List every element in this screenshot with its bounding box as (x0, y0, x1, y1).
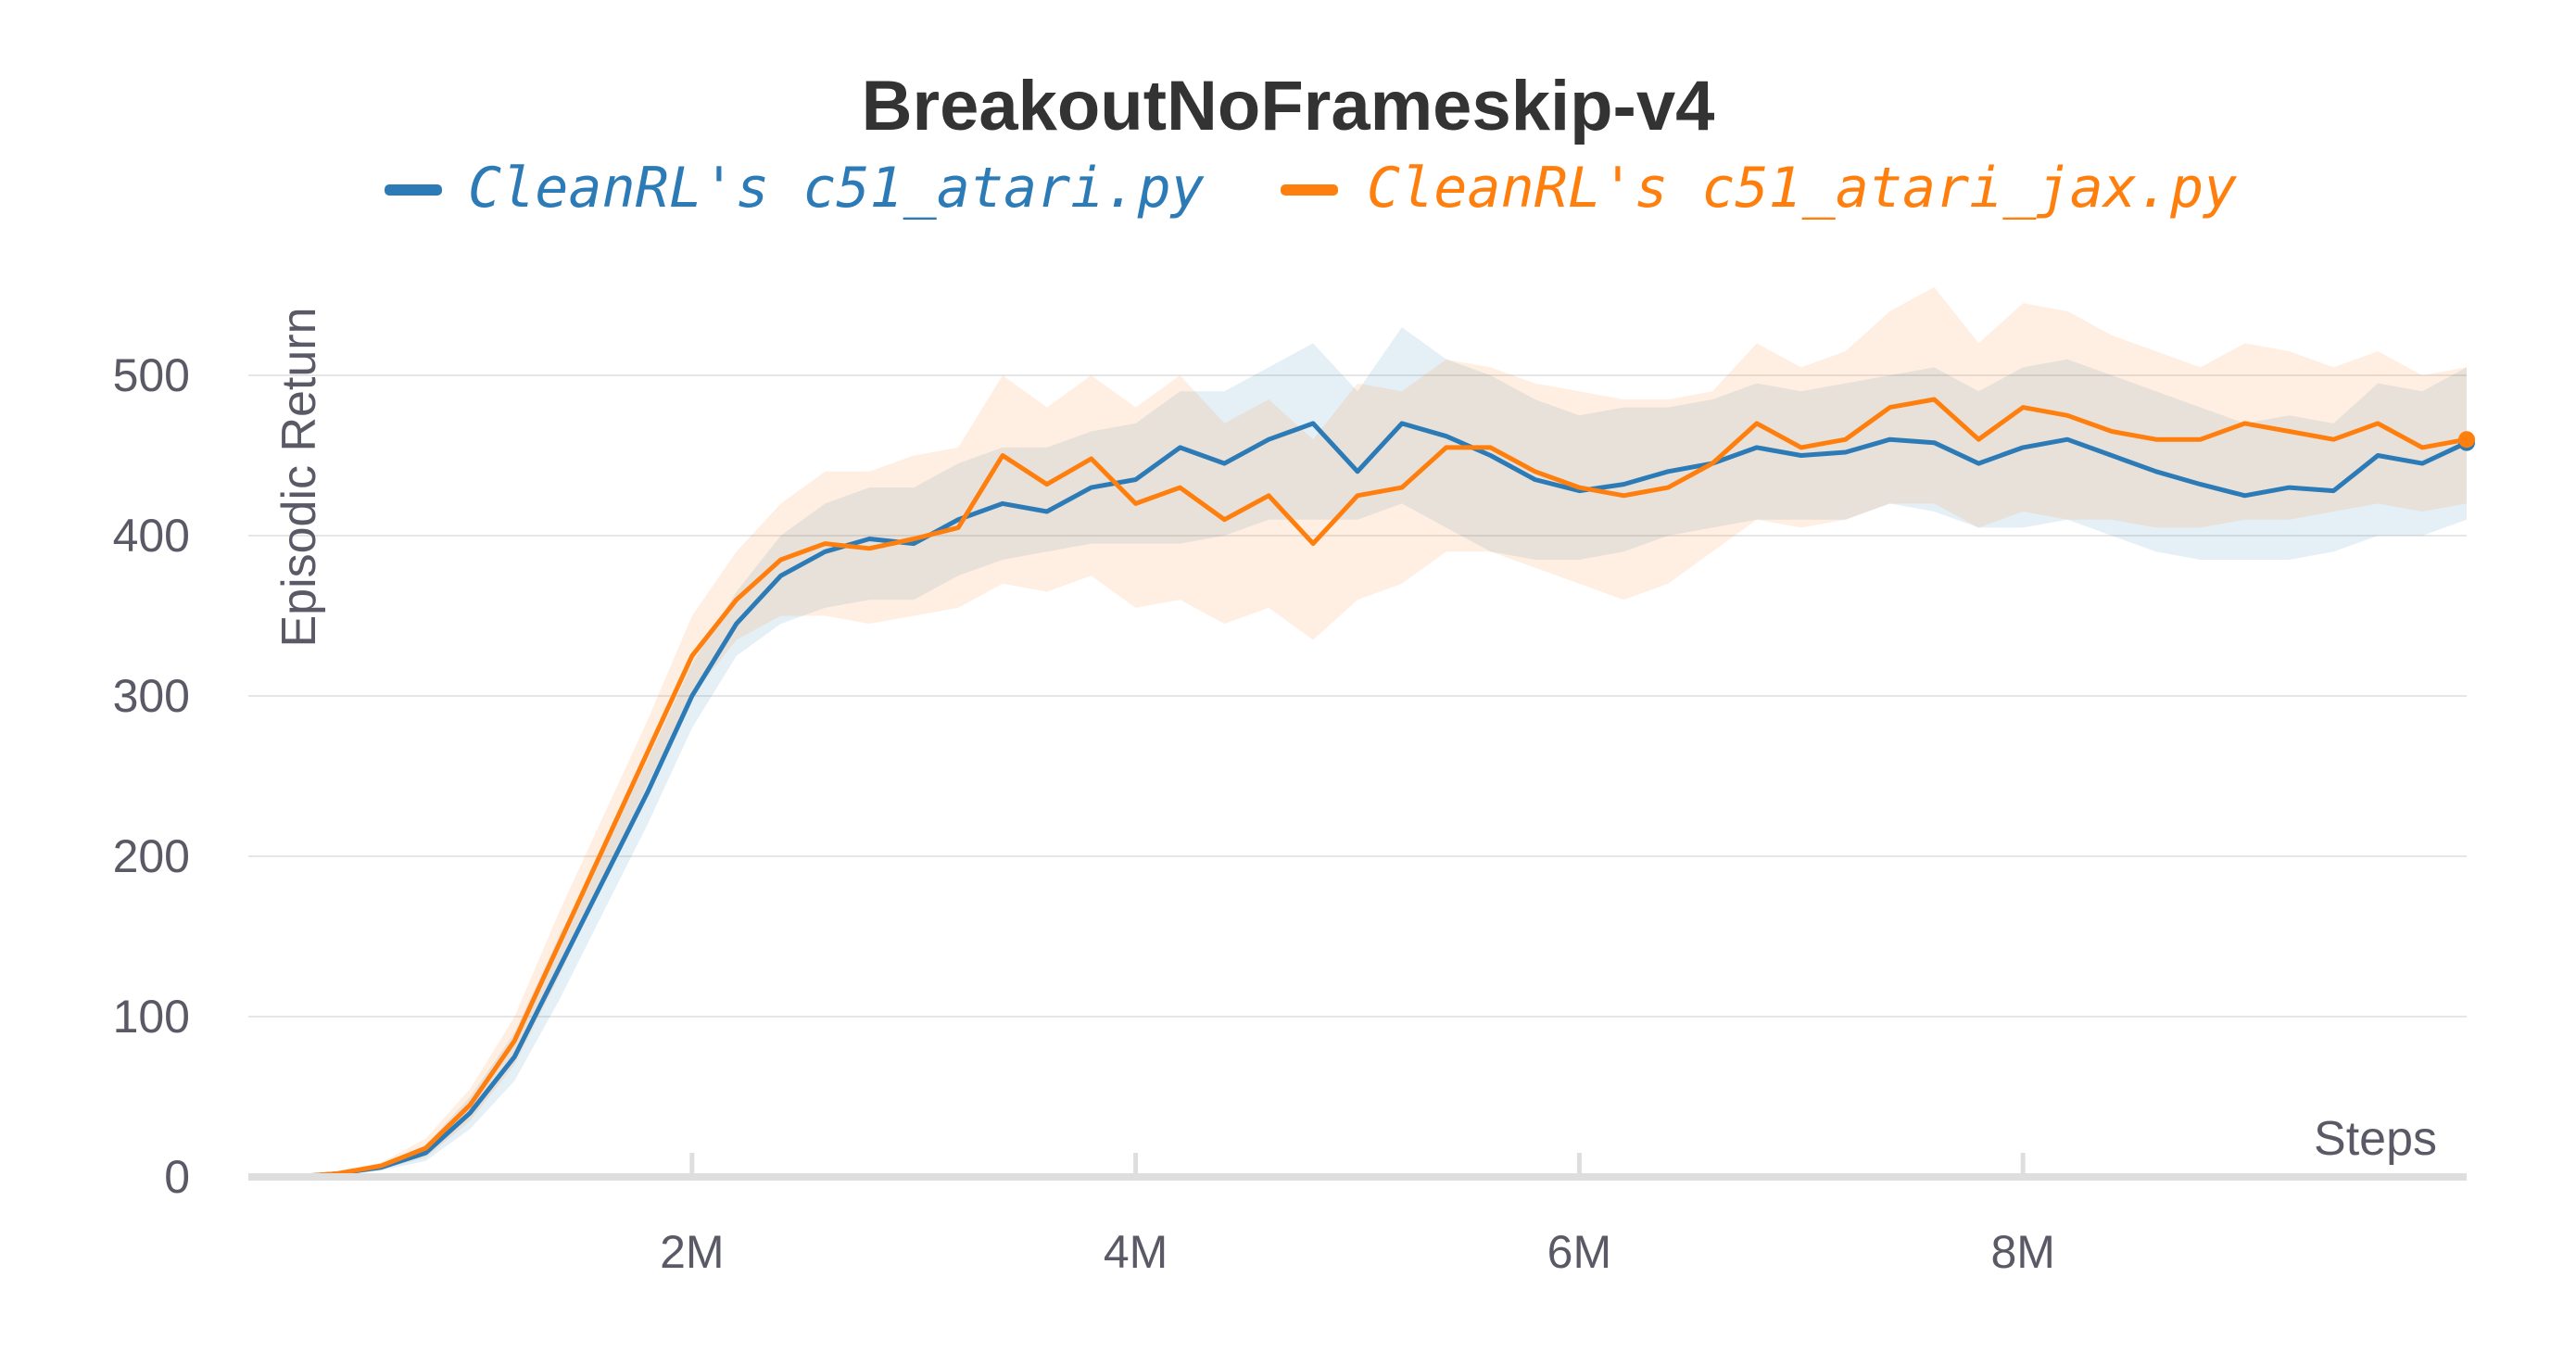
y-tick-label: 0 (164, 1151, 190, 1203)
gridlines (248, 374, 2467, 1018)
series-lines (248, 397, 2475, 1180)
x-tick-label: 8M (1990, 1226, 2054, 1278)
legend-swatch-c51-atari (385, 184, 442, 196)
y-tick-label: 400 (113, 510, 190, 562)
series-end-point-1 (2458, 431, 2475, 449)
x-tick-label: 4M (1104, 1226, 1168, 1278)
y-tick-label: 100 (113, 991, 190, 1043)
series-line-1[interactable] (248, 397, 2468, 1180)
legend-swatch-c51-atari-jax (1281, 184, 1338, 196)
y-axis-ticks: 0 100 200 300 400 500 (113, 349, 190, 1203)
x-tick-label: 6M (1547, 1226, 1611, 1278)
confidence-band-1 (248, 286, 2467, 1177)
y-tick-label: 300 (113, 670, 190, 722)
legend-label-c51-atari-jax[interactable]: CleanRL's c51_atari_jax.py (1367, 156, 2237, 221)
legend-label-c51-atari[interactable]: CleanRL's c51_atari.py (468, 156, 1205, 221)
y-tick-label: 500 (113, 349, 190, 401)
legend[interactable]: CleanRL's c51_atari.py CleanRL's c51_ata… (385, 156, 2237, 221)
chart-title: BreakoutNoFrameskip-v4 (862, 67, 1715, 145)
x-tick-label: 2M (660, 1226, 724, 1278)
x-axis-label: Steps (2314, 1112, 2437, 1166)
series-line-0[interactable] (248, 421, 2469, 1180)
confidence-band-0 (248, 327, 2467, 1178)
y-axis-label: Episodic Return (272, 307, 326, 647)
y-tick-label: 200 (113, 830, 190, 882)
confidence-bands (248, 286, 2467, 1178)
x-axis: 2M 4M 6M 8M (248, 1153, 2467, 1278)
